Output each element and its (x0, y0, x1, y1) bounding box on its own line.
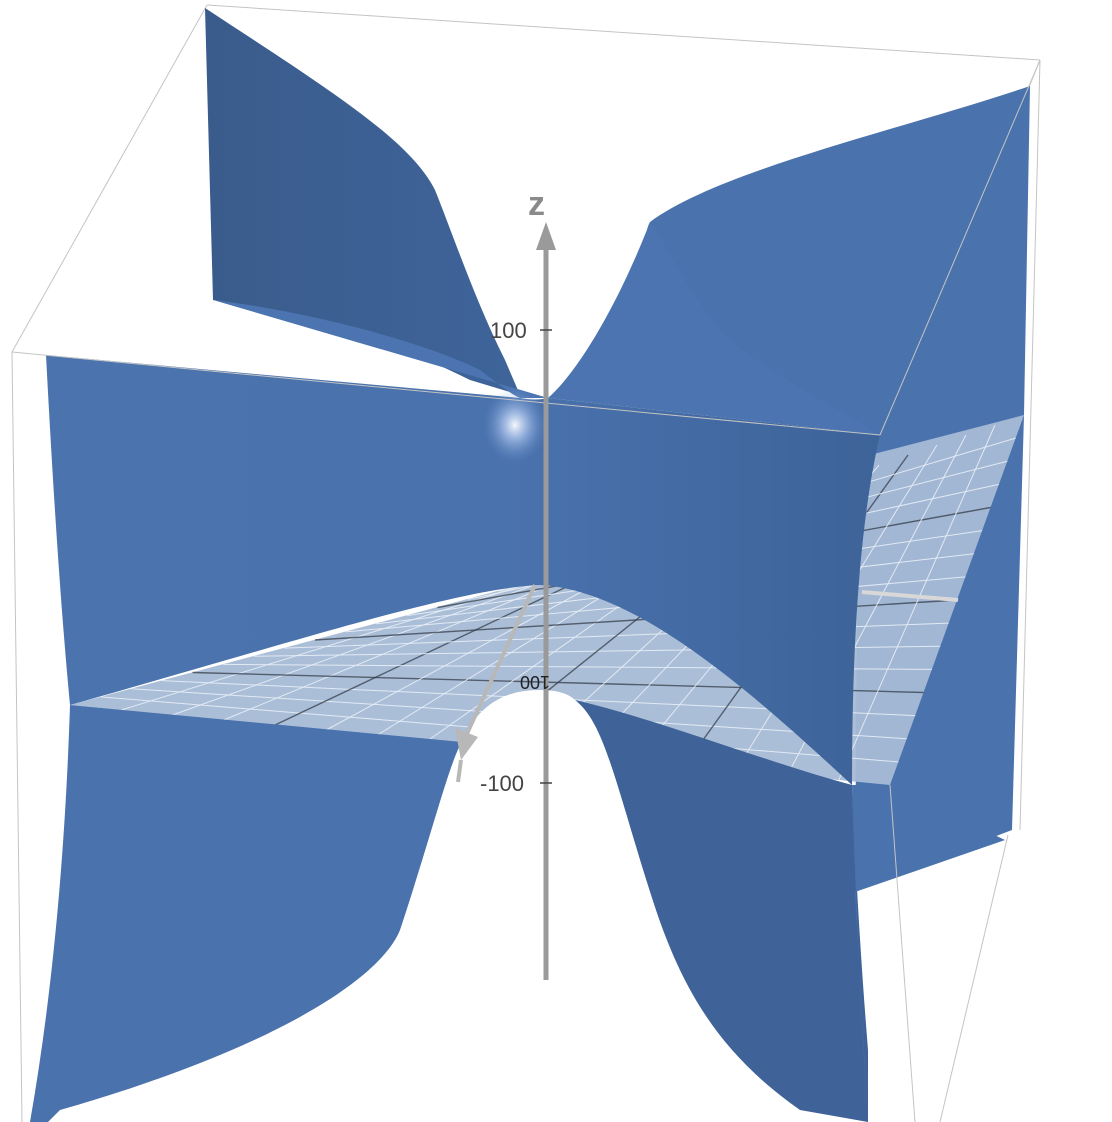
bounding-box-front (11, 59, 1041, 1122)
z-axis-arrowhead (536, 222, 556, 250)
z-axis: z 100 -100 (480, 185, 556, 980)
z-axis-label: z (528, 185, 545, 223)
x-tick-label: 100 (520, 672, 550, 692)
surface-lower-saddle-gap (420, 690, 745, 1090)
surface-front-band (46, 355, 880, 785)
surface-lower-right-sheet (575, 700, 868, 1122)
surface-back-right-sheet (646, 86, 1030, 455)
z-tick-label-upper: 100 (490, 318, 527, 343)
x-axis-stub (456, 759, 463, 783)
x-axis: 100 (455, 584, 550, 783)
x-axis-line (463, 584, 537, 739)
x-axis-arrowhead (455, 728, 478, 760)
surface-highlight (483, 387, 547, 463)
surface-lower-left-sheet (30, 705, 462, 1122)
surface-lower-right-face (852, 785, 1005, 1122)
surface-upper-saddle (213, 222, 880, 435)
surface-back-left-sheet (205, 8, 520, 395)
z-tick-label-lower: -100 (480, 771, 524, 796)
plane-grid-line (838, 424, 996, 781)
y-axis-line (861, 590, 959, 602)
